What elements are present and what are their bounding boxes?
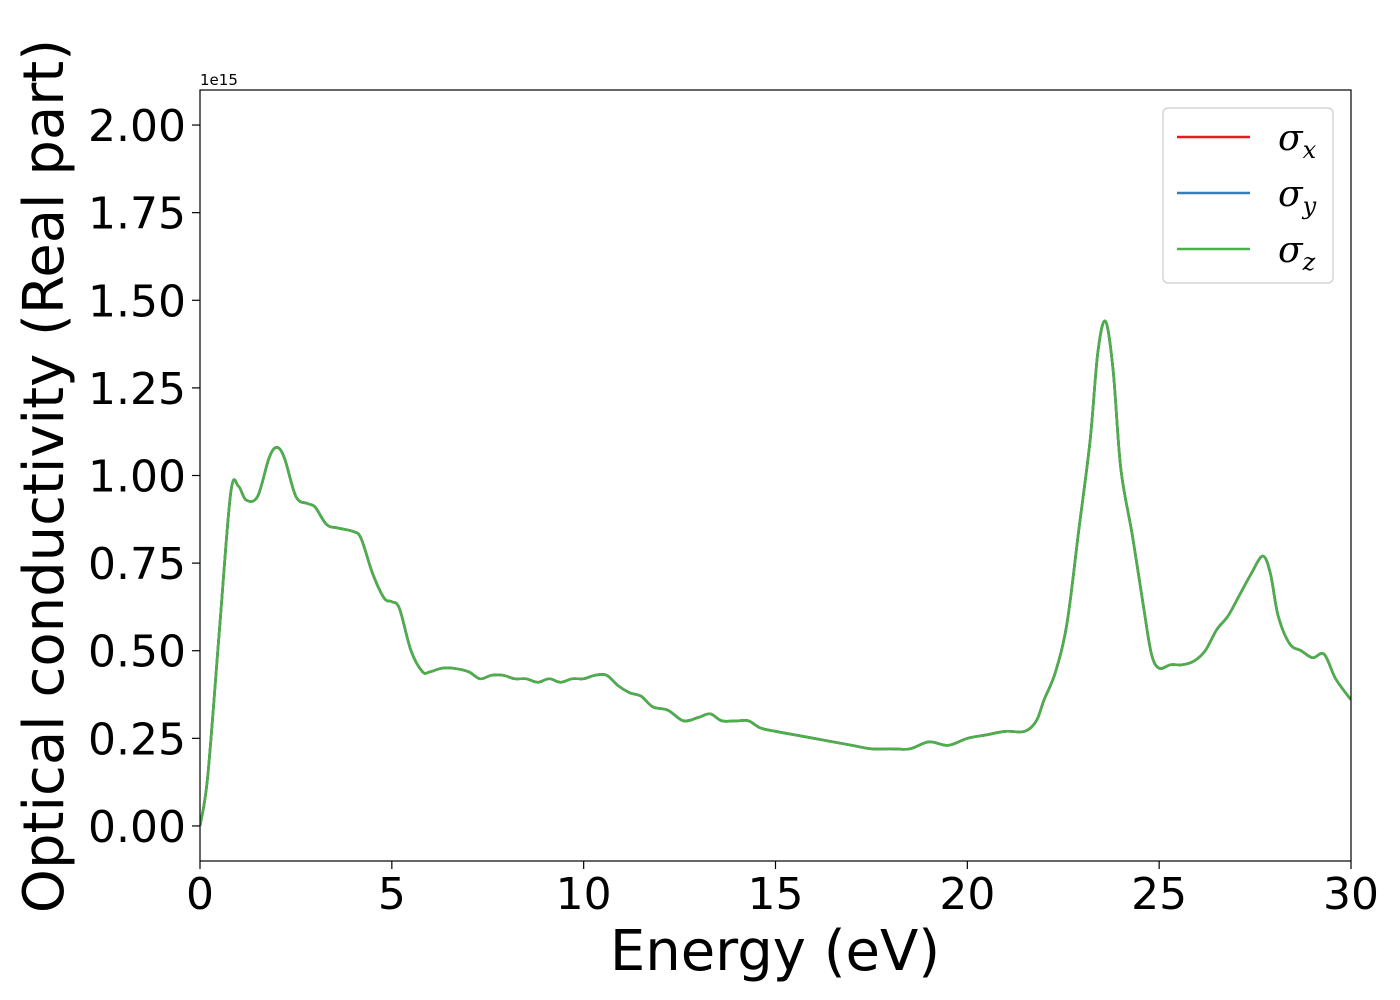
y-tick-label: 1.50 xyxy=(88,276,186,327)
y-tick-label: 1.00 xyxy=(88,452,186,503)
y-tick-label: 0.25 xyxy=(88,714,186,765)
x-tick-label: 20 xyxy=(939,869,995,920)
x-tick-label: 30 xyxy=(1323,869,1379,920)
x-axis-ticks: 0 5 10 15 20 25 30 xyxy=(186,861,1379,920)
y-tick-label: 0.75 xyxy=(88,539,186,590)
y-tick-label: 0.50 xyxy=(88,627,186,678)
y-tick-label: 0.00 xyxy=(88,802,186,853)
legend-subscript: y xyxy=(1302,192,1317,220)
legend-box xyxy=(1162,107,1334,284)
x-tick-label: 15 xyxy=(748,869,804,920)
legend-label: σx xyxy=(1278,118,1317,164)
series-layer xyxy=(200,319,1351,827)
legend-label: σy xyxy=(1278,174,1317,220)
legend-label: σz xyxy=(1278,230,1316,276)
x-axis-title: Energy (eV) xyxy=(610,919,940,984)
legend-subscript: z xyxy=(1302,248,1316,276)
x-tick-label: 5 xyxy=(378,869,406,920)
y-tick-label: 2.00 xyxy=(88,101,186,152)
legend-symbol: σ xyxy=(1278,118,1304,159)
x-tick-label: 10 xyxy=(556,869,612,920)
y-tick-label: 1.75 xyxy=(88,189,186,240)
legend-subscript: x xyxy=(1303,136,1317,164)
y-tick-label: 1.25 xyxy=(88,364,186,415)
legend-symbol: σ xyxy=(1278,174,1304,215)
legend-symbol: σ xyxy=(1278,230,1304,271)
x-tick-label: 25 xyxy=(1131,869,1187,920)
y-axis-ticks: 0.00 0.25 0.50 0.75 1.00 1.25 1.50 1.75 2.00 xyxy=(88,101,200,853)
x-tick-label: 0 xyxy=(186,869,214,920)
y-offset-label: 1e15 xyxy=(200,71,238,89)
y-axis-title: Optical conductivity (Real part) xyxy=(12,39,77,913)
series-line-sigma-z xyxy=(200,319,1351,827)
